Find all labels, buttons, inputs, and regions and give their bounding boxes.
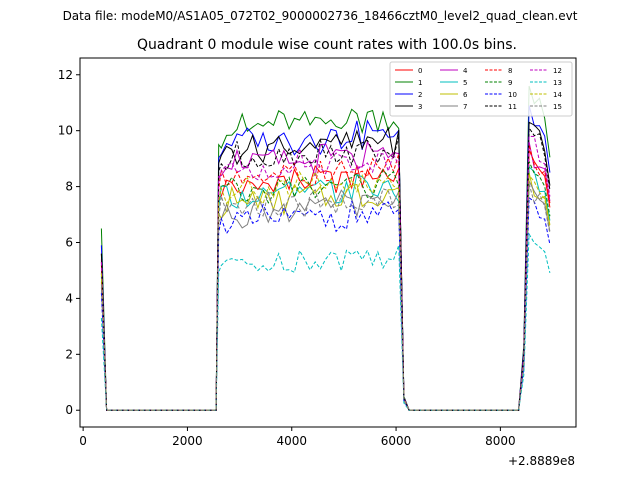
series-line-9 [100,161,551,411]
series-line-0 [100,149,551,411]
legend-entry: 12 [553,67,562,75]
series-line-3 [100,121,551,411]
series-line-11 [100,126,551,411]
x-tick-label: 0 [79,434,87,448]
y-tick-label: 2 [65,347,73,361]
series-line-10 [100,196,551,411]
legend-entry: 11 [508,103,517,111]
legend-entry: 0 [418,67,422,75]
x-offset-label: +2.8889e8 [508,454,575,468]
x-tick-label: 8000 [485,434,516,448]
legend-entry: 9 [508,79,512,87]
series-line-14 [100,170,551,411]
legend-box [389,61,573,117]
series-line-7 [100,180,551,411]
legend-entry: 10 [508,91,517,99]
series-line-6 [100,172,551,411]
data-file-label: Data file: modeM0/AS1A05_072T02_90000027… [63,9,578,23]
series-line-1 [100,85,551,411]
legend-entry: 6 [463,91,468,99]
series-line-15 [100,183,551,411]
legend-entry: 14 [553,91,562,99]
y-tick-label: 4 [65,291,73,305]
y-tick-label: 6 [65,236,73,250]
series-line-12 [100,135,551,411]
legend-entry: 2 [418,91,422,99]
series-line-13 [100,232,551,411]
y-axis: 0 2 4 6 8 10 12 [58,68,80,417]
series-line-2 [100,105,551,411]
chart-title: Quadrant 0 module wise count rates with … [137,37,517,53]
legend-entry: 3 [418,103,422,111]
x-tick-label: 6000 [381,434,412,448]
legend-entry: 8 [508,67,512,75]
x-tick-label: 4000 [276,434,307,448]
x-axis: 0 2000 4000 6000 8000 [79,427,516,448]
x-tick-label: 2000 [172,434,203,448]
y-tick-label: 8 [65,180,73,194]
legend-entry: 4 [463,67,468,75]
legend-entry: 15 [553,103,562,111]
legend-entry: 1 [418,79,422,87]
legend-entry: 7 [463,103,467,111]
series-lines [100,85,551,411]
legend-entry: 5 [463,79,467,87]
y-tick-label: 12 [58,68,73,82]
y-tick-label: 10 [58,124,73,138]
series-line-4 [100,140,551,411]
y-tick-label: 0 [65,403,73,417]
legend-entry: 13 [553,79,562,87]
